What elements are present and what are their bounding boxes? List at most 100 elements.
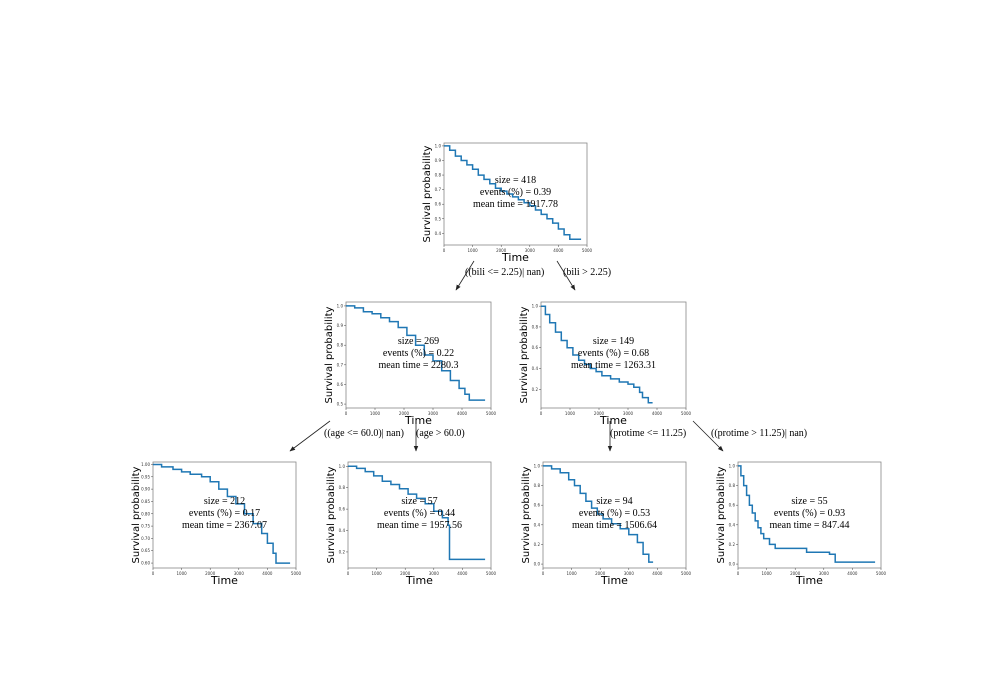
y-tick-label: 0.6 xyxy=(532,345,539,350)
plot-frame xyxy=(737,461,882,569)
node-lr: 0 1000 2000 3000 4000 5000 0.2 0.4 0.6 0.8 1.0 Time… xyxy=(326,461,497,587)
y-tick-label: 0.8 xyxy=(337,343,344,348)
x-tick-label: 5000 xyxy=(681,411,692,416)
x-tick-label: 1000 xyxy=(468,248,479,253)
x-tick-label: 3000 xyxy=(429,571,440,576)
node-mean-time-text: mean time = 2280.3 xyxy=(378,360,458,371)
survival-curve xyxy=(153,463,291,564)
node-mean-time-text: mean time = 1506.64 xyxy=(572,520,657,531)
x-axis-label: Time xyxy=(404,414,432,427)
x-tick-label: 0 xyxy=(345,411,348,416)
y-tick-label: 1.00 xyxy=(141,462,150,467)
y-tick-label: 0.6 xyxy=(534,503,541,508)
y-tick-label: 0.2 xyxy=(532,387,539,392)
y-tick-label: 0.9 xyxy=(435,158,442,163)
y-axis-label: Survival probability xyxy=(324,306,335,403)
node-ll: 0 1000 2000 3000 4000 5000 0.60 0.65 0.70 0.75 0.8… xyxy=(131,461,302,587)
tree-nodes: 0 1000 2000 3000 4000 5000 0.4 0.5 0.6 0.7 0.8 0.9 1… xyxy=(131,142,887,587)
x-axis-label: Time xyxy=(501,251,529,264)
node-size-text: size = 94 xyxy=(596,496,632,507)
x-tick-label: 1000 xyxy=(177,571,188,576)
x-tick-label: 3000 xyxy=(819,571,830,576)
survival-curve xyxy=(348,465,486,561)
edge-left-ll: ((age <= 60.0)| nan) xyxy=(289,420,404,452)
edge-label: (age > 60.0) xyxy=(416,428,465,439)
x-tick-label: 1000 xyxy=(567,571,578,576)
node-mean-time-text: mean time = 847.44 xyxy=(769,520,849,531)
x-tick-label: 5000 xyxy=(876,571,887,576)
x-axis-label: Time xyxy=(600,574,628,587)
y-axis-label: Survival probability xyxy=(716,466,727,563)
node-events-text: events (%) = 0.68 xyxy=(578,348,649,359)
edge-label: ((protime > 11.25)| nan) xyxy=(711,428,807,439)
y-tick-label: 1.0 xyxy=(435,143,442,148)
plot-frame xyxy=(540,301,687,409)
y-tick-label: 0.7 xyxy=(337,362,344,367)
node-size-text: size = 57 xyxy=(401,496,437,507)
survival-curve xyxy=(444,145,582,240)
y-tick-label: 0.8 xyxy=(435,173,442,178)
node-size-text: size = 269 xyxy=(398,336,439,347)
edge-arrow xyxy=(692,420,724,452)
plot-frame xyxy=(345,301,492,409)
edge-label: ((age <= 60.0)| nan) xyxy=(324,428,404,439)
y-tick-label: 1.0 xyxy=(337,303,344,308)
edge-label: (bili > 2.25) xyxy=(563,267,611,278)
x-tick-label: 0 xyxy=(152,571,155,576)
x-tick-label: 5000 xyxy=(486,411,497,416)
x-tick-label: 1000 xyxy=(762,571,773,576)
node-rr: 0 1000 2000 3000 4000 5000 0.0 0.2 0.4 0.6 0.8 1.0 T… xyxy=(716,461,887,587)
x-tick-label: 3000 xyxy=(234,571,245,576)
x-tick-label: 4000 xyxy=(847,571,858,576)
y-tick-label: 1.0 xyxy=(339,464,346,469)
y-tick-label: 0.6 xyxy=(435,202,442,207)
plot-frame xyxy=(542,461,687,569)
y-tick-label: 0.85 xyxy=(141,499,150,504)
node-right: 0 1000 2000 3000 4000 5000 0.2 0.4 0.6 0.8 1.0 Time… xyxy=(519,301,692,427)
y-tick-label: 0.6 xyxy=(729,503,736,508)
edge-right-rl: (protime <= 11.25) xyxy=(607,421,686,452)
x-tick-label: 4000 xyxy=(652,411,663,416)
y-tick-label: 0.95 xyxy=(141,474,150,479)
edge-label: (protime <= 11.25) xyxy=(610,428,686,439)
node-events-text: events (%) = 0.44 xyxy=(384,508,455,519)
x-tick-label: 1000 xyxy=(372,571,383,576)
y-tick-label: 0.2 xyxy=(534,542,541,547)
edge-arrow xyxy=(289,420,331,452)
x-tick-label: 3000 xyxy=(624,571,635,576)
edge-root-left: ((bili <= 2.25)| nan) xyxy=(455,260,544,291)
plot-frame xyxy=(443,142,588,246)
y-axis-label: Survival probability xyxy=(521,466,532,563)
y-tick-label: 0.5 xyxy=(435,216,442,221)
x-tick-label: 1000 xyxy=(565,411,576,416)
y-tick-label: 0.4 xyxy=(435,231,442,236)
plot-frame xyxy=(347,461,492,569)
y-tick-label: 0.8 xyxy=(729,483,736,488)
x-axis-label: Time xyxy=(405,574,433,587)
x-tick-label: 4000 xyxy=(457,411,468,416)
y-tick-label: 0.6 xyxy=(339,507,346,512)
y-tick-label: 0.9 xyxy=(337,323,344,328)
edge-label: ((bili <= 2.25)| nan) xyxy=(465,267,544,278)
node-events-text: events (%) = 0.17 xyxy=(189,508,260,519)
y-tick-label: 0.90 xyxy=(141,487,150,492)
y-tick-label: 0.5 xyxy=(337,402,344,407)
x-tick-label: 5000 xyxy=(681,571,692,576)
y-tick-label: 0.4 xyxy=(534,522,541,527)
x-tick-label: 0 xyxy=(347,571,350,576)
y-axis-label: Survival probability xyxy=(326,466,337,563)
x-tick-label: 2000 xyxy=(595,571,606,576)
edge-left-lr: (age > 60.0) xyxy=(413,421,465,452)
x-tick-label: 0 xyxy=(443,248,446,253)
x-axis-label: Time xyxy=(795,574,823,587)
node-size-text: size = 418 xyxy=(495,175,536,186)
node-events-text: events (%) = 0.22 xyxy=(383,348,454,359)
node-mean-time-text: mean time = 1917.78 xyxy=(473,199,558,210)
x-tick-label: 2000 xyxy=(399,411,410,416)
survival-curve xyxy=(346,305,486,401)
x-tick-label: 3000 xyxy=(428,411,439,416)
y-tick-label: 0.70 xyxy=(141,536,150,541)
tree-edges: ((bili <= 2.25)| nan) (bili > 2.25) ((age … xyxy=(289,260,807,452)
node-rl: 0 1000 2000 3000 4000 5000 0.0 0.2 0.4 0.6 0.8 1.0 T… xyxy=(521,461,692,587)
edge-arrow xyxy=(556,260,576,291)
